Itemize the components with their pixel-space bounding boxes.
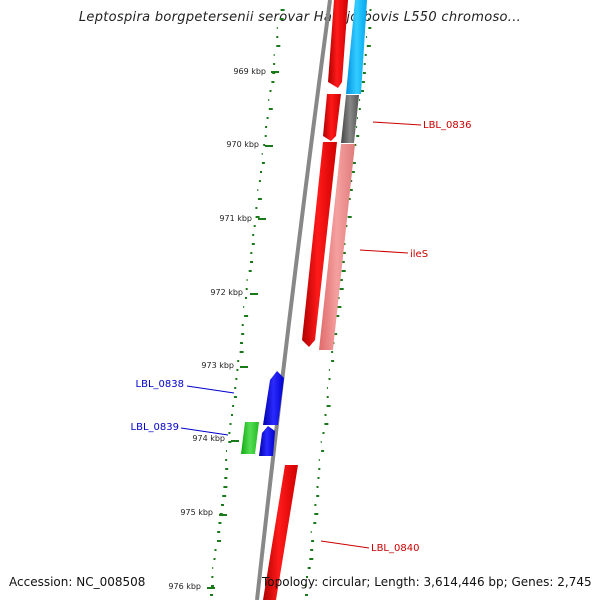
gene-label-lbl-0840[interactable]: LBL_0840 bbox=[371, 543, 419, 554]
label-leader bbox=[180, 427, 229, 436]
tick-label: 974 kbp bbox=[192, 434, 225, 443]
gene-feature[interactable] bbox=[346, 0, 367, 94]
gc-skew-track bbox=[210, 9, 285, 596]
gene-feature[interactable] bbox=[319, 144, 355, 350]
gene-arrow-lbl-0839[interactable] bbox=[259, 426, 275, 456]
tick-label: 970 kbp bbox=[226, 140, 259, 149]
map-title: Leptospira borgpetersenii serovar Hardjo… bbox=[78, 10, 522, 25]
label-leader bbox=[320, 540, 370, 549]
gene-arrow-lbl-0840[interactable] bbox=[263, 465, 298, 600]
tick-label: 972 kbp bbox=[210, 288, 243, 297]
tick-label: 976 kbp bbox=[168, 582, 201, 591]
gene-arrow[interactable] bbox=[328, 0, 348, 88]
gene-label-lbl-0839[interactable]: LBL_0839 bbox=[131, 422, 179, 433]
gene-arrow-iles[interactable] bbox=[302, 142, 337, 347]
tick-label: 971 kbp bbox=[219, 214, 252, 223]
backbone-track bbox=[255, 0, 332, 600]
label-leader bbox=[359, 249, 409, 254]
gene-label-lbl-0836[interactable]: LBL_0836 bbox=[423, 120, 471, 131]
summary-text: Topology: circular; Length: 3,614,446 bp… bbox=[262, 575, 592, 589]
rna-feature[interactable] bbox=[241, 422, 259, 454]
tick-label: 969 kbp bbox=[233, 67, 266, 76]
gene-label-lbl-0838[interactable]: LBL_0838 bbox=[136, 379, 184, 390]
scale-ticks: 969 kbp 970 kbp 971 kbp 972 kbp 973 kbp … bbox=[168, 67, 279, 591]
accession-text: Accession: NC_008508 bbox=[9, 575, 146, 589]
label-leader bbox=[372, 121, 422, 126]
label-leader bbox=[186, 385, 235, 394]
tick-label: 975 kbp bbox=[180, 508, 213, 517]
gene-arrow-lbl-0838[interactable] bbox=[263, 371, 284, 425]
gene-features bbox=[241, 0, 367, 600]
gene-label-iles[interactable]: ileS bbox=[410, 249, 428, 260]
gene-feature[interactable] bbox=[341, 95, 359, 143]
tick-label: 973 kbp bbox=[201, 361, 234, 370]
gene-labels: LBL_0836 ileS LBL_0838 LBL_0839 LBL_0840 bbox=[131, 120, 472, 554]
gene-arrow-lbl-0836[interactable] bbox=[323, 94, 341, 141]
